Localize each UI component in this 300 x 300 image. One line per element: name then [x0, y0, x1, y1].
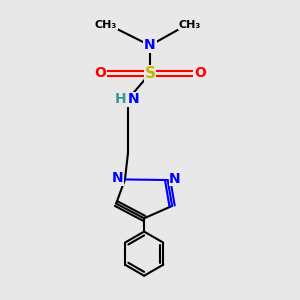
- Text: O: O: [194, 66, 206, 80]
- Text: S: S: [145, 66, 155, 81]
- Text: H: H: [115, 92, 126, 106]
- Text: O: O: [94, 66, 106, 80]
- Text: CH₃: CH₃: [178, 20, 201, 30]
- Text: N: N: [128, 92, 139, 106]
- Text: N: N: [112, 171, 123, 185]
- Text: N: N: [144, 38, 156, 52]
- Text: CH₃: CH₃: [95, 20, 117, 30]
- Text: N: N: [169, 172, 181, 186]
